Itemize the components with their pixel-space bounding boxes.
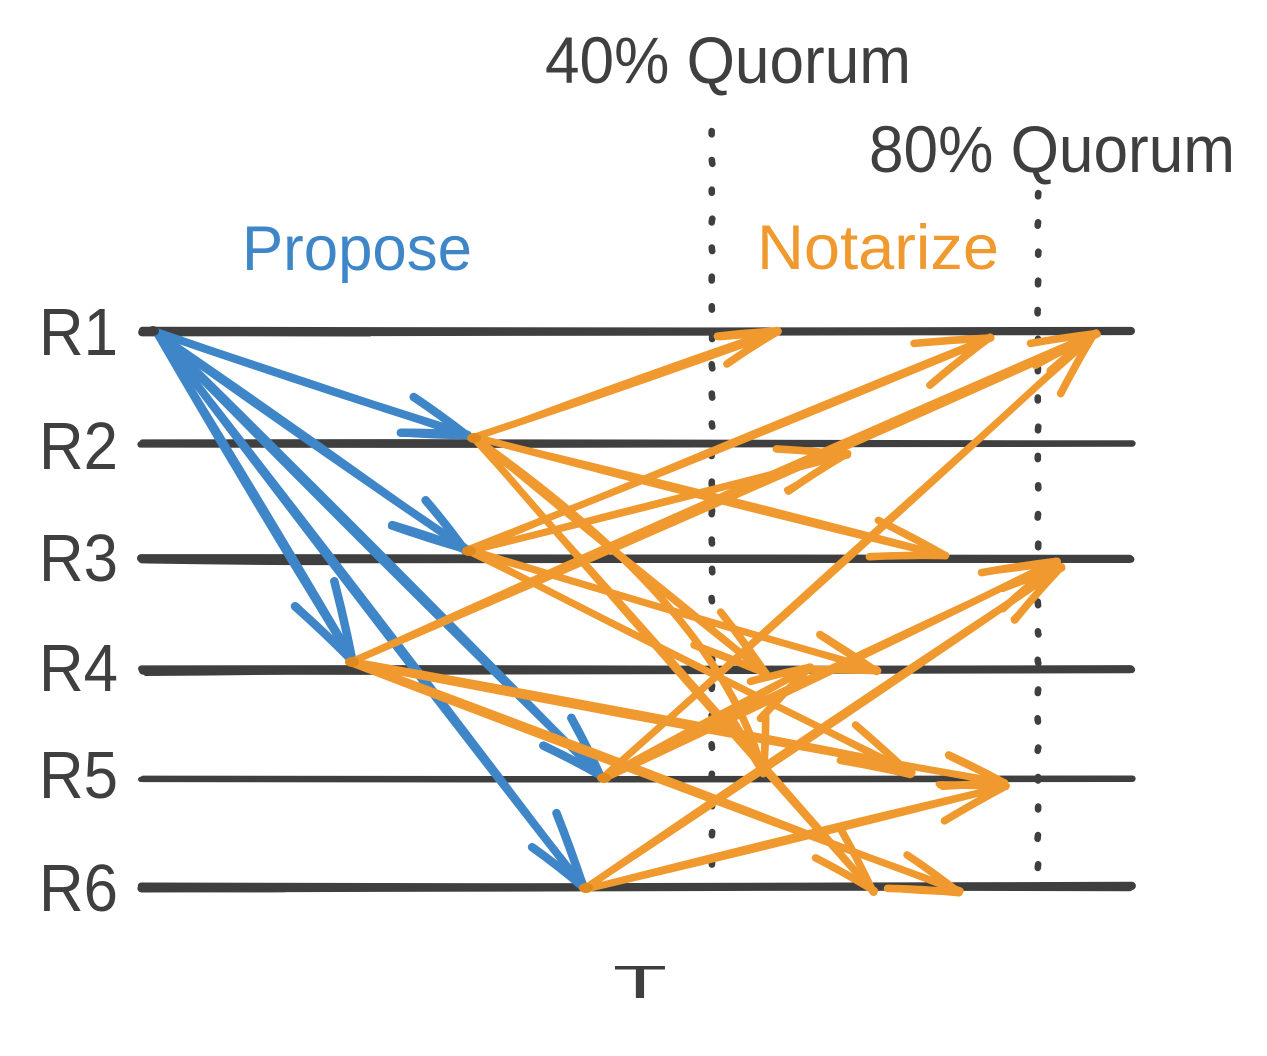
svg-text:Propose: Propose [242,214,472,284]
svg-text:80% Quorum: 80% Quorum [869,112,1235,186]
svg-text:R6: R6 [39,851,118,926]
svg-text:R3: R3 [39,521,118,596]
svg-text:R1: R1 [39,295,118,370]
svg-text:40% Quorum: 40% Quorum [545,23,911,97]
svg-text:R2: R2 [39,409,118,484]
svg-text:R4: R4 [39,631,118,706]
svg-text:R5: R5 [39,738,118,813]
svg-text:T: T [613,956,667,1008]
svg-text:Notarize: Notarize [757,213,999,283]
